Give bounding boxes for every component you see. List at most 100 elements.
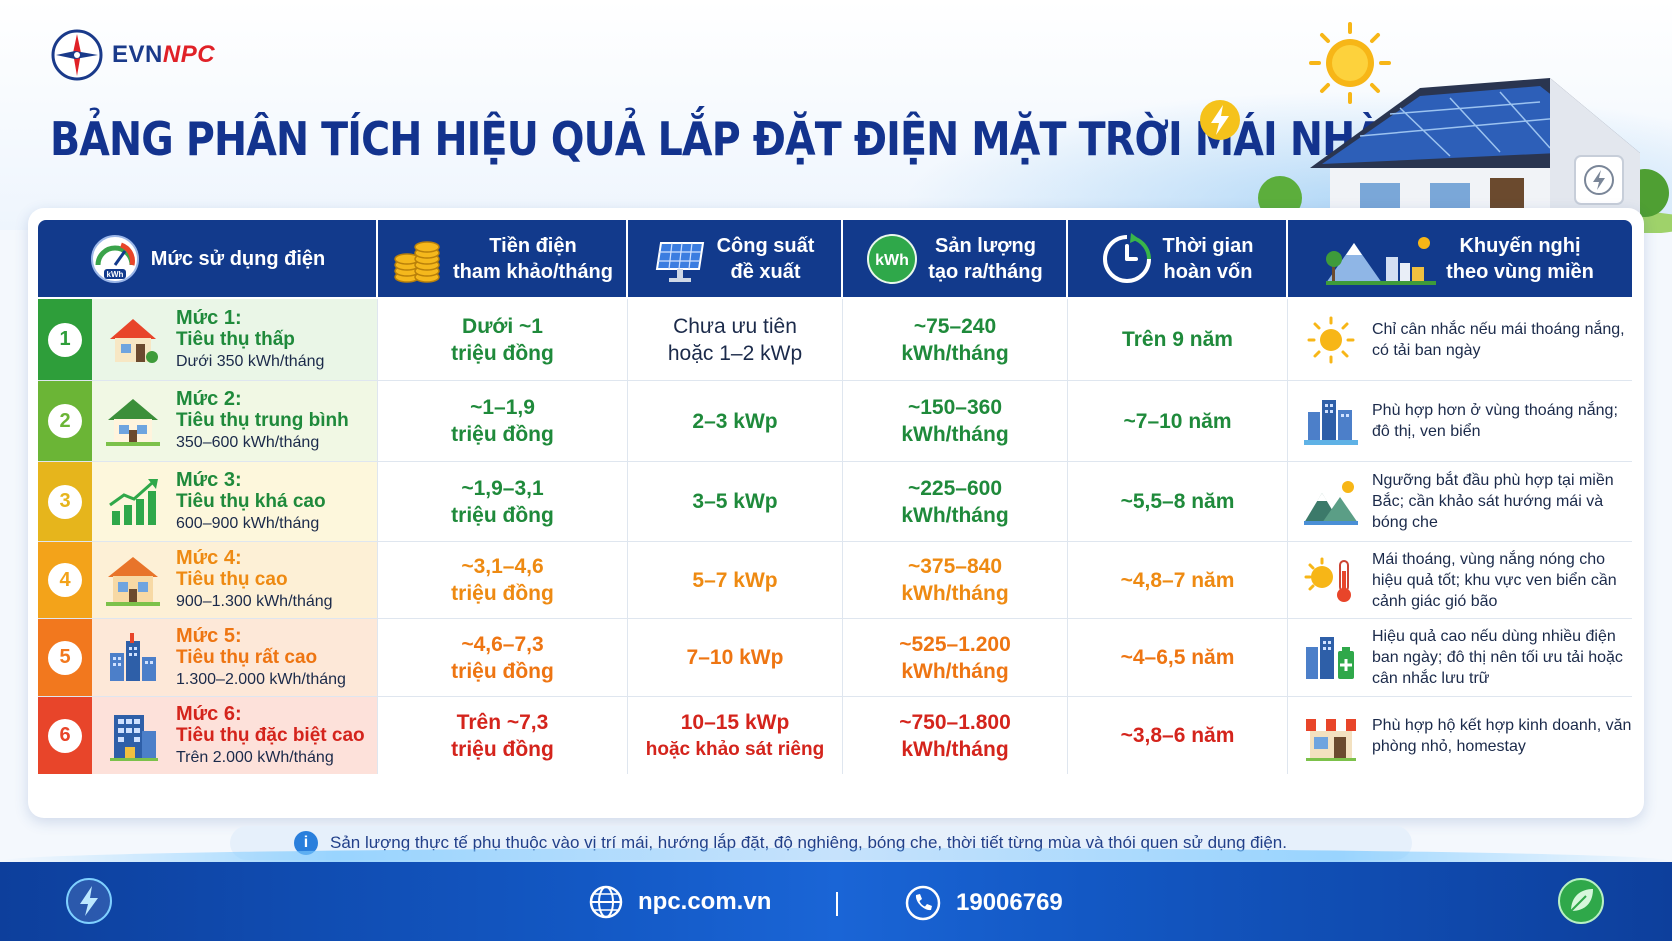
gauge-label: kWh	[106, 270, 123, 279]
recommendation-text: Mái thoáng, vùng nắng nóng cho hiệu quả …	[1372, 550, 1617, 610]
level-number-badge: 2	[48, 404, 82, 438]
level-subtitle: Tiêu thụ khá cao	[176, 490, 326, 512]
level-text: Mức 1: Tiêu thụ thấp Dưới 350 kWh/tháng	[176, 307, 324, 373]
power-value: 2–3 kWp	[692, 409, 778, 433]
sun-icon	[1302, 315, 1360, 365]
payback-cell: Trên 9 năm	[1068, 299, 1288, 380]
solar-panel-icon	[655, 241, 704, 282]
recommendation-text: Phù hợp hơn ở vùng thoáng nắng; đô thị, …	[1372, 402, 1618, 440]
power-cell: 7–10 kWp	[628, 619, 843, 696]
level-range: 1.300–2.000 kWh/tháng	[176, 670, 346, 688]
brand-name: EVNNPC	[112, 41, 215, 69]
recommendation-cell: Hiệu quả cao nếu dùng nhiều điện ban ngà…	[1288, 619, 1632, 696]
payback-value: ~4–6,5 năm	[1120, 646, 1235, 669]
cost-cell: Trên ~7,3 triệu đồng	[378, 697, 628, 774]
header-cost-line1: Tiền điện	[489, 234, 577, 257]
level-color-bar: 4	[38, 542, 92, 618]
table-row: 1 Mức 1: Tiêu thụ thấp Dưới 350 kWh/tháng Dư…	[38, 299, 1632, 381]
table-row: 4 Mức 4: Tiêu thụ cao 900–1.300 kWh/tháng ~3…	[38, 542, 1632, 619]
footer-website[interactable]: npc.com.vn	[588, 884, 771, 920]
kwh-badge-icon: kWh	[867, 233, 918, 284]
table-body: 1 Mức 1: Tiêu thụ thấp Dưới 350 kWh/tháng Dư…	[38, 299, 1632, 774]
cost-value: triệu đồng	[451, 423, 554, 446]
level-text: Mức 5: Tiêu thụ rất cao 1.300–2.000 kWh/th…	[176, 625, 346, 691]
recommendation-cell: Mái thoáng, vùng nắng nóng cho hiệu quả …	[1288, 542, 1632, 618]
power-value: 10–15 kWp	[680, 710, 790, 734]
recommendation-cell: Phù hợp hộ kết hợp kinh doanh, văn phòng…	[1288, 697, 1632, 774]
level-number-badge: 5	[48, 640, 82, 675]
output-cell: ~225–600 kWh/tháng	[843, 462, 1068, 541]
cost-cell: ~1,9–3,1 triệu đồng	[378, 462, 628, 541]
header-payback-line1: Thời gian	[1162, 234, 1254, 257]
cost-value: ~1–1,9	[470, 396, 535, 419]
level-title: Mức 5:	[176, 624, 242, 647]
footnote-text: Sản lượng thực tế phụ thuộc vào vị trí m…	[330, 833, 1287, 852]
payback-value: ~7–10 năm	[1123, 409, 1232, 433]
level-title: Mức 2:	[176, 388, 242, 410]
region-landscape-icon	[1326, 236, 1437, 285]
cost-value: ~4,6–7,3	[461, 632, 544, 656]
header-cost: Tiền điện tham khảo/tháng	[378, 220, 628, 297]
header-output-line2: tạo ra/tháng	[928, 260, 1043, 283]
level-subtitle: Tiêu thụ rất cao	[176, 646, 318, 668]
solar-house-illustration	[1250, 22, 1672, 233]
output-cell: ~150–360 kWh/tháng	[843, 381, 1068, 461]
cost-value: Trên ~7,3	[456, 710, 549, 734]
level-number-badge: 6	[48, 718, 82, 753]
footer-hotline[interactable]: 19006769	[904, 884, 1063, 922]
level-title: Mức 4:	[176, 547, 242, 569]
cost-cell: ~4,6–7,3 triệu đồng	[378, 619, 628, 696]
output-value: kWh/tháng	[901, 423, 1009, 446]
thermometer-sun-icon	[1302, 555, 1360, 605]
output-value: kWh/tháng	[901, 341, 1009, 365]
header-recommendation-line2: theo vùng miền	[1446, 260, 1594, 283]
header-usage-level-line1: Mức sử dụng điện	[150, 247, 326, 270]
power-cell: 3–5 kWp	[628, 462, 843, 541]
level-range: Dưới 350 kWh/tháng	[176, 352, 325, 370]
power-cell: 2–3 kWp	[628, 381, 843, 461]
header-power-line2: đề xuất	[730, 260, 801, 283]
table-row: 6 Mức 6: Tiêu thụ đặc biệt cao Trên 2.000 k…	[38, 697, 1632, 774]
payback-value: Trên 9 năm	[1122, 328, 1233, 351]
payback-cell: ~5,5–8 năm	[1068, 462, 1288, 541]
level-text: Mức 3: Tiêu thụ khá cao 600–900 kWh/tháng	[176, 469, 326, 535]
level-range: 600–900 kWh/tháng	[176, 514, 320, 532]
payback-cell: ~4–6,5 năm	[1068, 619, 1288, 696]
power-cell: 10–15 kWp hoặc khảo sát riêng	[628, 697, 843, 774]
output-value: kWh/tháng	[901, 737, 1009, 761]
payback-value: ~4,8–7 năm	[1120, 568, 1235, 592]
header-recommendation: Khuyến nghị theo vùng miền	[1288, 220, 1632, 297]
level-number-badge: 3	[48, 484, 82, 519]
footer-leaf-icon	[1558, 878, 1604, 924]
header-power-line1: Công suất	[716, 234, 815, 257]
usage-level-cell: 4 Mức 4: Tiêu thụ cao 900–1.300 kWh/tháng	[38, 542, 378, 618]
hotline-text: 19006769	[956, 889, 1063, 916]
website-text: npc.com.vn	[638, 888, 772, 915]
power-cell: Chưa ưu tiên hoặc 1–2 kWp	[628, 299, 843, 380]
recommendation-cell: Phù hợp hơn ở vùng thoáng nắng; đô thị, …	[1288, 381, 1632, 461]
header-payback: Thời gian hoàn vốn	[1068, 220, 1288, 297]
output-value: kWh/tháng	[901, 659, 1009, 683]
power-value: 3–5 kWp	[692, 490, 778, 513]
header-recommendation-line1: Khuyến nghị	[1459, 234, 1581, 257]
payback-cell: ~3,8–6 năm	[1068, 697, 1288, 774]
table-row: 5 Mức 5: Tiêu thụ rất cao 1.300–2.000 kWh/t…	[38, 619, 1632, 697]
cost-value: triệu đồng	[451, 503, 554, 527]
header-payback-line2: hoàn vốn	[1163, 260, 1253, 283]
recommendation-cell: Chỉ cân nhắc nếu mái thoáng nắng, có tải…	[1288, 299, 1632, 380]
payback-value: ~3,8–6 năm	[1120, 724, 1235, 747]
power-value: 7–10 kWp	[686, 646, 784, 669]
shop-icon	[1302, 711, 1360, 761]
level-number-badge: 4	[48, 563, 82, 597]
brand-logo[interactable]: EVNNPC	[50, 28, 215, 82]
sun-icon	[1309, 22, 1391, 104]
cost-value: triệu đồng	[451, 737, 554, 761]
level-text: Mức 6: Tiêu thụ đặc biệt cao Trên 2.000 kW…	[176, 703, 365, 769]
clock-icon	[1102, 232, 1151, 283]
recommendation-text: Chỉ cân nhắc nếu mái thoáng nắng, có tải…	[1372, 320, 1625, 359]
table-header: kWh Mức sử dụng điện Tiền điện tham khảo/…	[38, 220, 1632, 297]
output-cell: ~525–1.200 kWh/tháng	[843, 619, 1068, 696]
footer-lightning-icon	[66, 878, 112, 924]
city-icon	[1302, 396, 1360, 446]
power-value: 5–7 kWp	[692, 568, 778, 592]
